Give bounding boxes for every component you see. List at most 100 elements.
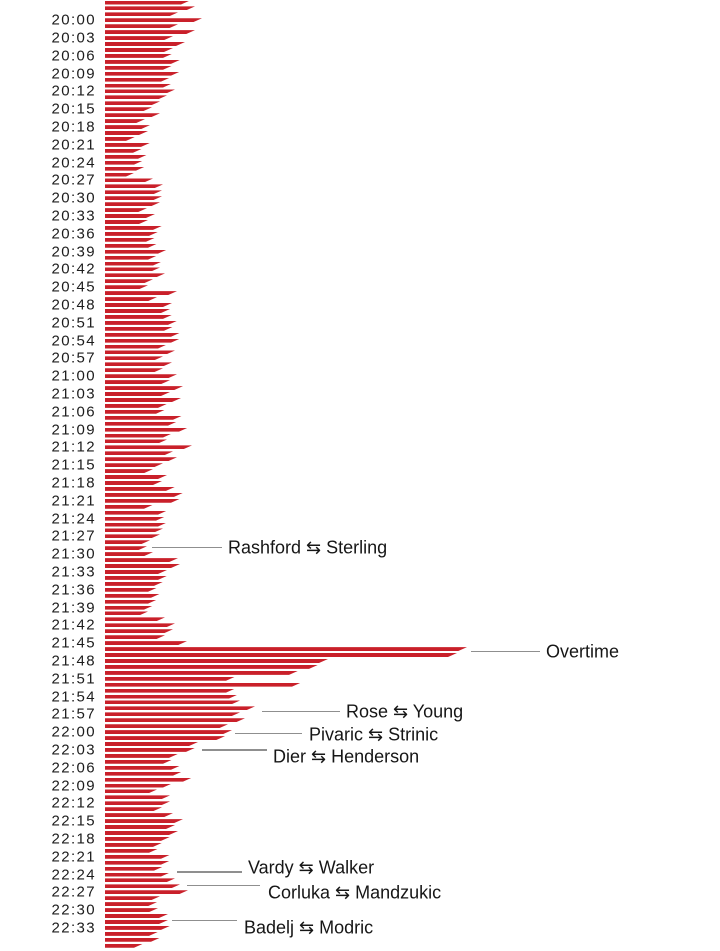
bar-21-48 bbox=[105, 659, 328, 663]
bar-20-26 bbox=[105, 173, 135, 177]
time-tick-label-21-48: 21:48 bbox=[51, 652, 96, 670]
bar-21-33 bbox=[105, 570, 167, 574]
annotation-line-dier-henderson bbox=[202, 749, 267, 751]
bar-22-17 bbox=[105, 831, 178, 835]
time-tick-label-21-27: 21:27 bbox=[51, 527, 96, 545]
bar-22-21 bbox=[105, 855, 170, 859]
bar-20-42 bbox=[105, 267, 160, 271]
bar-20-18 bbox=[105, 125, 150, 129]
time-tick-label-20-06: 20:06 bbox=[51, 47, 96, 65]
bar-20-41 bbox=[105, 262, 162, 266]
bar-21-17 bbox=[105, 475, 167, 479]
bar-21-25 bbox=[105, 523, 167, 527]
bar-20-36 bbox=[105, 232, 158, 236]
time-tick-label-21-54: 21:54 bbox=[51, 688, 96, 706]
bar-21-12 bbox=[105, 445, 192, 449]
bar-20-28 bbox=[105, 184, 163, 188]
bar-21-44 bbox=[105, 635, 165, 639]
bar-20-02 bbox=[105, 30, 195, 34]
bar-20-15 bbox=[105, 107, 152, 111]
bar-21-40 bbox=[105, 611, 148, 615]
bar-22-20 bbox=[105, 849, 158, 853]
bar-22-32 bbox=[105, 920, 168, 924]
bar-21-04 bbox=[105, 398, 181, 402]
time-tick-label-20-24: 20:24 bbox=[51, 154, 96, 172]
bar-21-00 bbox=[105, 374, 177, 378]
bar-20-27 bbox=[105, 178, 153, 182]
bar-20-07 bbox=[105, 60, 180, 64]
bar-20-44 bbox=[105, 279, 153, 283]
bar-21-42 bbox=[105, 623, 175, 627]
bar-21-18 bbox=[105, 481, 162, 485]
bar-21-45 bbox=[105, 641, 187, 645]
bar-22-34 bbox=[105, 932, 158, 936]
bar-20-10 bbox=[105, 78, 170, 82]
annotation-label-pivaric-strinic: Pivaric ⇆ Strinic bbox=[309, 724, 439, 745]
annotation-label-rashford-sterling: Rashford ⇆ Sterling bbox=[228, 537, 388, 557]
bar-22-08 bbox=[105, 778, 192, 782]
bar-21-58 bbox=[105, 718, 245, 722]
bar-22-33 bbox=[105, 926, 170, 930]
time-tick-label-20-30: 20:30 bbox=[51, 189, 96, 207]
bar-21-31 bbox=[105, 558, 178, 562]
time-tick-label-20-54: 20:54 bbox=[51, 332, 96, 350]
bar-21-46 bbox=[105, 647, 467, 651]
bar-21-43 bbox=[105, 629, 173, 633]
bar-21-23 bbox=[105, 511, 167, 515]
time-tick-label-21-09: 21:09 bbox=[51, 421, 96, 439]
bar-20-24 bbox=[105, 161, 143, 165]
bar-21-07 bbox=[105, 416, 182, 420]
time-tick-label-21-42: 21:42 bbox=[51, 616, 96, 634]
bar-22-15 bbox=[105, 819, 183, 823]
bar-22-09 bbox=[105, 784, 172, 788]
bar-22-05 bbox=[105, 760, 172, 764]
bar-21-38 bbox=[105, 600, 157, 604]
time-tick-label-20-45: 20:45 bbox=[51, 278, 96, 296]
time-tick-label-22-03: 22:03 bbox=[51, 741, 96, 759]
bar-20-25 bbox=[105, 167, 145, 171]
bar-22-26 bbox=[105, 884, 180, 888]
time-tick-label-21-24: 21:24 bbox=[51, 510, 96, 528]
time-tick-label-21-51: 21:51 bbox=[51, 670, 96, 688]
bar-21-27 bbox=[105, 534, 160, 538]
bar-21-28 bbox=[105, 540, 150, 544]
time-tick-label-22-12: 22:12 bbox=[51, 794, 96, 812]
bar-22-13 bbox=[105, 807, 162, 811]
bar-20-35 bbox=[105, 226, 162, 230]
bar-20-19 bbox=[105, 131, 148, 135]
time-tick-label-20-42: 20:42 bbox=[51, 260, 96, 278]
bar-20-38 bbox=[105, 244, 157, 248]
bar-21-35 bbox=[105, 582, 163, 586]
bar-21-14 bbox=[105, 457, 177, 461]
bar-21-41 bbox=[105, 617, 165, 621]
bar-22-28 bbox=[105, 896, 160, 900]
bar-21-01 bbox=[105, 380, 170, 384]
bar-20-49 bbox=[105, 309, 170, 313]
bar-20-37 bbox=[105, 238, 155, 242]
bar-21-30 bbox=[105, 552, 153, 556]
annotation-label-overtime: Overtime bbox=[546, 641, 620, 661]
bar-21-57 bbox=[105, 712, 240, 716]
bar-21-08 bbox=[105, 422, 177, 426]
bar-22-16 bbox=[105, 825, 175, 829]
time-tick-label-21-33: 21:33 bbox=[51, 563, 96, 581]
bar-21-21 bbox=[105, 499, 180, 503]
bar-22-30 bbox=[105, 908, 158, 912]
bar-21-19 bbox=[105, 487, 175, 491]
bar-21-34 bbox=[105, 576, 167, 580]
bar-21-52 bbox=[105, 683, 301, 687]
bar-21-36 bbox=[105, 588, 157, 592]
bar-20-45 bbox=[105, 285, 148, 289]
annotation-line-overtime bbox=[471, 650, 540, 653]
bar-21-32 bbox=[105, 564, 180, 568]
bar-22-06 bbox=[105, 766, 180, 770]
time-tick-label-22-27: 22:27 bbox=[51, 883, 96, 901]
bar-20-53 bbox=[105, 333, 180, 337]
bar-21-16 bbox=[105, 469, 153, 473]
time-tick-label-20-00: 20:00 bbox=[51, 11, 96, 29]
time-tick-label-22-09: 22:09 bbox=[51, 777, 96, 795]
time-tick-label-22-33: 22:33 bbox=[51, 919, 96, 937]
bar-20-04 bbox=[105, 42, 185, 46]
time-tick-label-21-30: 21:30 bbox=[51, 545, 96, 563]
bar-21-39 bbox=[105, 606, 153, 610]
